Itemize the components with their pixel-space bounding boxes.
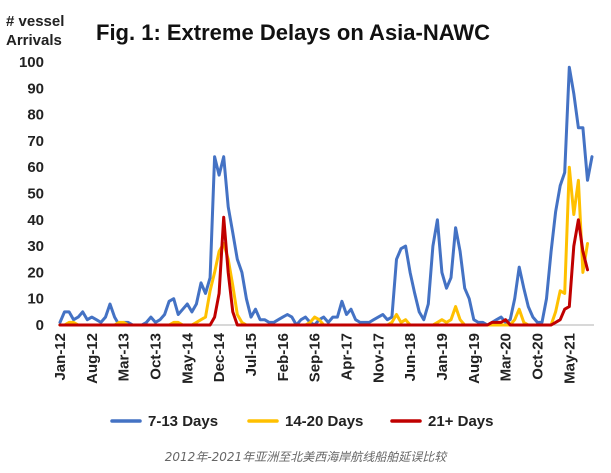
y-tick-label: 40 (27, 212, 44, 229)
x-tick-label: Mar-20 (498, 333, 515, 381)
legend-label-2: 21+ Days (428, 413, 493, 430)
series-line-2 (58, 215, 589, 327)
y-tick-label: 20 (27, 264, 44, 281)
legend: 7-13 Days 14-20 Days 21+ Days (110, 413, 493, 430)
x-tick-label: Dec-14 (211, 332, 228, 382)
legend-label-0: 7-13 Days (148, 413, 218, 430)
y-axis: 0 10 20 30 40 50 60 70 80 90 100 (19, 54, 44, 334)
x-tick-label: Jul-15 (243, 333, 260, 376)
y-tick-label: 10 (27, 291, 44, 308)
x-tick-label: Sep-16 (307, 333, 324, 382)
y-axis-label-line-1: # vessel (6, 13, 64, 30)
x-tick-label: Oct-20 (529, 333, 546, 380)
x-tick-label: Oct-13 (147, 333, 164, 380)
legend-label-1: 14-20 Days (285, 413, 363, 430)
x-tick-label: Jan-12 (52, 333, 69, 381)
x-tick-label: Apr-17 (338, 333, 355, 381)
chart-title: Fig. 1: Extreme Delays on Asia-NAWC (96, 20, 490, 45)
x-tick-label: Feb-16 (275, 333, 292, 381)
y-tick-label: 80 (27, 107, 44, 124)
x-tick-label: Aug-19 (466, 333, 483, 384)
series-line-0 (58, 65, 594, 327)
y-tick-label: 90 (27, 80, 44, 97)
y-axis-label-line-2: Arrivals (6, 32, 62, 49)
y-tick-label: 0 (36, 317, 44, 334)
x-tick-label: May-14 (179, 332, 196, 384)
series-line-1 (58, 165, 589, 327)
y-tick-label: 30 (27, 238, 44, 255)
x-axis: Jan-12 Aug-12 Mar-13 Oct-13 May-14 Dec-14 Jul-… (52, 332, 578, 384)
x-tick-label: Nov-17 (370, 333, 387, 383)
x-tick-label: May-21 (561, 333, 578, 384)
y-tick-label: 60 (27, 159, 44, 176)
series-lines (58, 65, 594, 327)
y-tick-label: 70 (27, 133, 44, 150)
x-tick-label: Aug-12 (84, 333, 101, 384)
figure-caption: 2012年-2021年亚洲至北美西海岸航线船舶延误比较 (164, 450, 447, 464)
y-tick-label: 50 (27, 186, 44, 203)
x-tick-label: Jan-19 (434, 333, 451, 381)
x-tick-label: Mar-13 (116, 333, 133, 381)
x-tick-label: Jun-18 (402, 333, 419, 381)
y-tick-label: 100 (19, 54, 44, 71)
